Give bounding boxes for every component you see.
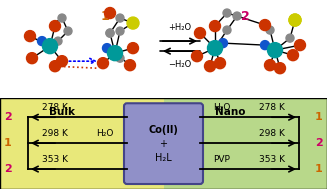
Circle shape xyxy=(128,43,139,54)
Circle shape xyxy=(102,44,112,53)
Circle shape xyxy=(223,26,231,34)
Circle shape xyxy=(265,60,276,71)
Circle shape xyxy=(108,46,123,61)
Circle shape xyxy=(210,21,220,32)
Circle shape xyxy=(106,29,114,37)
Text: 278 K: 278 K xyxy=(42,103,68,112)
Circle shape xyxy=(260,19,270,31)
Circle shape xyxy=(223,9,231,17)
Text: H₂O: H₂O xyxy=(96,129,114,138)
Circle shape xyxy=(204,61,215,72)
Text: 278 K: 278 K xyxy=(259,103,285,112)
Circle shape xyxy=(266,26,274,34)
Text: +: + xyxy=(160,139,167,149)
Circle shape xyxy=(215,58,226,69)
Text: 298 K: 298 K xyxy=(259,129,285,138)
Bar xyxy=(164,98,327,189)
Text: PVP: PVP xyxy=(214,155,231,164)
Text: −H₂O: −H₂O xyxy=(168,60,192,69)
Circle shape xyxy=(105,8,115,19)
Circle shape xyxy=(58,14,66,22)
Text: 1: 1 xyxy=(315,164,323,174)
Circle shape xyxy=(127,17,139,29)
Text: 2: 2 xyxy=(4,112,12,122)
Circle shape xyxy=(116,14,124,22)
Circle shape xyxy=(295,40,305,51)
Circle shape xyxy=(287,50,299,61)
Circle shape xyxy=(261,41,269,50)
Circle shape xyxy=(192,51,202,62)
Circle shape xyxy=(289,14,301,26)
Circle shape xyxy=(116,54,124,62)
Circle shape xyxy=(106,29,114,37)
Circle shape xyxy=(25,31,36,42)
Circle shape xyxy=(116,27,124,35)
Text: 1: 1 xyxy=(315,112,323,122)
Text: 2: 2 xyxy=(4,164,12,174)
Text: H₂L: H₂L xyxy=(155,153,172,163)
Circle shape xyxy=(57,56,67,67)
Circle shape xyxy=(233,12,241,20)
Circle shape xyxy=(218,39,228,48)
Text: 353 K: 353 K xyxy=(259,155,285,164)
Text: Co(II): Co(II) xyxy=(148,125,179,135)
Text: 2: 2 xyxy=(241,10,250,23)
Circle shape xyxy=(97,58,109,69)
Circle shape xyxy=(195,28,205,39)
Circle shape xyxy=(38,37,46,46)
Circle shape xyxy=(208,41,222,56)
Text: 298 K: 298 K xyxy=(42,129,68,138)
Circle shape xyxy=(54,37,62,45)
Text: Nano: Nano xyxy=(215,107,245,117)
Circle shape xyxy=(125,60,135,71)
Text: 1: 1 xyxy=(101,10,109,23)
Text: +H₂O: +H₂O xyxy=(168,23,192,32)
Circle shape xyxy=(289,14,301,26)
Bar xyxy=(0,98,164,189)
Circle shape xyxy=(274,63,285,74)
Text: 2: 2 xyxy=(315,138,323,148)
Circle shape xyxy=(49,21,60,32)
Circle shape xyxy=(49,61,60,72)
Circle shape xyxy=(43,39,58,54)
Circle shape xyxy=(286,34,294,42)
FancyBboxPatch shape xyxy=(124,103,203,184)
Text: 353 K: 353 K xyxy=(42,155,68,164)
Text: Bulk: Bulk xyxy=(49,107,75,117)
Text: H₂O: H₂O xyxy=(213,103,231,112)
Circle shape xyxy=(26,53,38,64)
Text: 1: 1 xyxy=(4,138,12,148)
Circle shape xyxy=(267,43,283,58)
Circle shape xyxy=(64,27,72,35)
